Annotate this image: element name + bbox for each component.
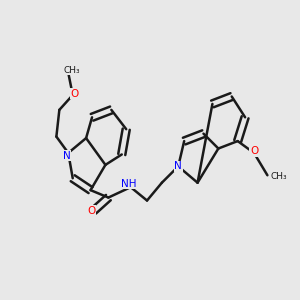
Text: N: N [63,151,71,161]
Text: O: O [250,146,258,157]
Text: N: N [174,161,182,171]
Text: NH: NH [122,178,137,189]
Text: O: O [70,88,78,98]
Text: CH₃: CH₃ [270,172,287,181]
Text: O: O [87,206,95,216]
Text: CH₃: CH₃ [64,66,80,75]
